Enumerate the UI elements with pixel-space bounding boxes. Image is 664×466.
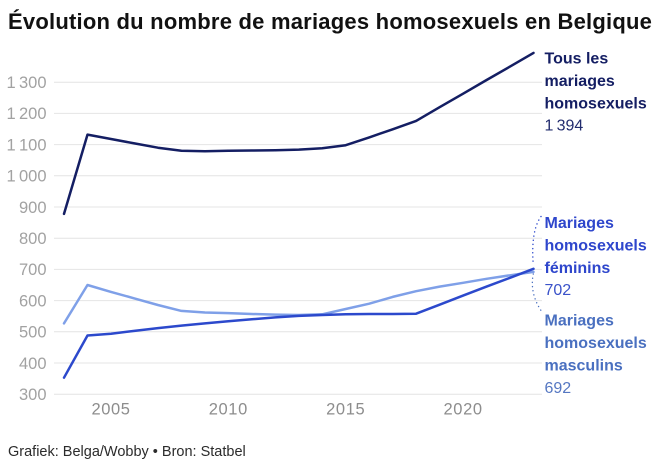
svg-text:300: 300 — [19, 386, 47, 404]
svg-text:Mariages: Mariages — [545, 215, 614, 232]
svg-text:1 300: 1 300 — [6, 74, 46, 92]
svg-text:2010: 2010 — [209, 401, 248, 419]
svg-text:600: 600 — [19, 292, 47, 310]
svg-text:700: 700 — [19, 261, 47, 279]
svg-text:Évolution du nombre de mariage: Évolution du nombre de mariages homosexu… — [8, 9, 652, 34]
svg-text:féminins: féminins — [545, 260, 611, 277]
svg-text:2005: 2005 — [91, 401, 130, 419]
svg-text:Mariages: Mariages — [545, 313, 614, 330]
svg-text:2015: 2015 — [326, 401, 365, 419]
svg-text:masculins: masculins — [545, 357, 623, 374]
svg-text:homosexuels: homosexuels — [545, 335, 647, 352]
svg-text:1 200: 1 200 — [6, 105, 46, 123]
svg-text:homosexuels: homosexuels — [545, 95, 647, 112]
svg-text:homosexuels: homosexuels — [545, 237, 647, 254]
svg-text:Grafiek: Belga/Wobby • Bron: S: Grafiek: Belga/Wobby • Bron: Statbel — [8, 444, 246, 460]
svg-text:1 394: 1 394 — [545, 118, 584, 135]
svg-text:Tous les: Tous les — [545, 51, 609, 68]
svg-text:2020: 2020 — [444, 401, 483, 419]
svg-text:mariages: mariages — [545, 73, 615, 90]
svg-text:800: 800 — [19, 230, 47, 248]
svg-text:900: 900 — [19, 199, 47, 217]
svg-text:692: 692 — [545, 380, 572, 397]
svg-text:400: 400 — [19, 355, 47, 373]
svg-text:702: 702 — [545, 282, 572, 299]
svg-text:1 000: 1 000 — [6, 168, 46, 186]
svg-text:500: 500 — [19, 324, 47, 342]
svg-text:1 100: 1 100 — [6, 136, 46, 154]
